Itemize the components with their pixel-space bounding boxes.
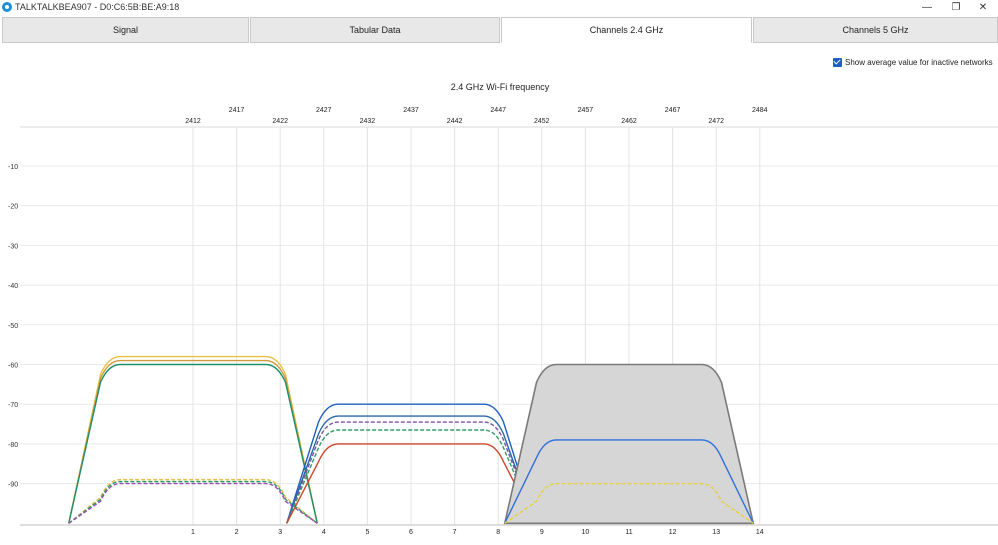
y-tick-label: -60 [8,363,18,370]
close-button[interactable]: ✕ [978,2,988,13]
channel-tick-label: 12 [669,529,677,536]
y-tick-label: -30 [8,243,18,250]
network-signal-curve-5 [68,480,318,524]
y-tick-label: -90 [8,482,18,489]
channel-tick-label: 6 [409,529,413,536]
network-signal-curve-4 [68,478,318,524]
y-tick-label: -80 [8,442,18,449]
network-signal-curve-10 [286,429,536,524]
y-tick-label: -20 [8,204,18,211]
channel-tick-label: 9 [540,529,544,536]
tab-channels-2-4-ghz[interactable]: Channels 2.4 GHz [501,17,752,43]
frequency-tick-label: 2432 [360,118,376,125]
show-average-label: Show average value for inactive networks [845,58,993,67]
channel-tick-label: 1 [191,529,195,536]
window-title: TALKTALKBEA907 - D0:C6:5B:BE:A9:18 [15,2,180,12]
frequency-tick-label: 2427 [316,107,332,114]
network-signal-curve-3 [68,363,318,524]
channel-tick-label: 7 [453,529,457,536]
tab-signal[interactable]: Signal [2,17,249,43]
tab-channels-5-ghz[interactable]: Channels 5 GHz [753,17,998,43]
wifi-app-icon [2,2,12,12]
channel-tick-label: 5 [365,529,369,536]
frequency-tick-label: 2462 [621,118,637,125]
minimize-button[interactable]: — [922,2,932,13]
frequency-tick-label: 2484 [752,107,768,114]
network-signal-curve-7 [286,403,536,524]
frequency-tick-label: 2447 [490,107,506,114]
frequency-tick-label: 2422 [272,118,288,125]
network-signal-curve-14 [504,482,754,524]
channel-tick-label: 8 [496,529,500,536]
network-signal-curve-13 [504,439,754,524]
channel-tick-label: 10 [582,529,590,536]
channel-tick-label: 3 [278,529,282,536]
tab-tabular-data[interactable]: Tabular Data [250,17,500,43]
channel-tick-label: 2 [235,529,239,536]
y-tick-label: -70 [8,402,18,409]
maximize-button[interactable]: ❐ [951,2,961,13]
channel-chart: 2.4 GHz Wi-Fi frequency -10 -20 -30 -40 -50 -6… [8,82,998,536]
y-tick-label: -40 [8,283,18,290]
show-average-option[interactable]: Show average value for inactive networks [833,57,993,68]
title-bar: TALKTALKBEA907 - D0:C6:5B:BE:A9:18 — ❐ ✕ [0,0,998,15]
network-signal-curve-8 [286,415,536,524]
network-signal-curve-2 [68,359,318,524]
network-signal-curve-12 [503,363,755,525]
channel-tick-label: 13 [712,529,720,536]
network-signal-curve-11 [286,443,536,524]
frequency-tick-label: 2442 [447,118,463,125]
chart-title: 2.4 GHz Wi-Fi frequency [451,82,550,92]
y-tick-label: -50 [8,323,18,330]
frequency-tick-label: 2467 [665,107,681,114]
network-signal-curve-9 [286,421,536,524]
network-signal-curve-1 [68,355,318,524]
frequency-tick-label: 2412 [185,118,201,125]
channel-tick-label: 11 [625,529,632,536]
frequency-tick-label: 2472 [708,118,724,125]
frequency-tick-label: 2457 [578,107,594,114]
frequency-tick-label: 2452 [534,118,550,125]
y-tick-label: -10 [8,164,18,171]
network-signal-curve-6 [68,482,318,524]
channel-tick-label: 14 [756,529,764,536]
frequency-tick-label: 2417 [229,107,245,114]
tab-bar: Signal Tabular Data Channels 2.4 GHz Cha… [0,17,998,44]
channel-tick-label: 4 [322,529,326,536]
frequency-tick-label: 2437 [403,107,419,114]
show-average-checkbox[interactable] [833,58,842,67]
